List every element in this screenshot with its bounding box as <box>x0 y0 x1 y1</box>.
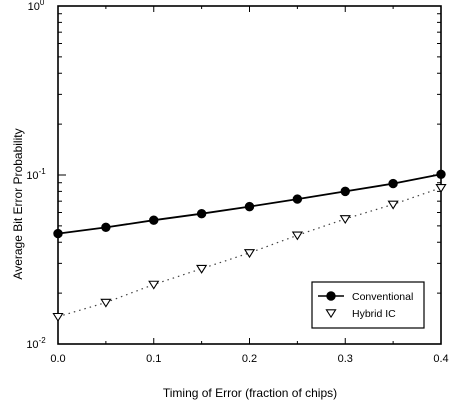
legend-label: Hybrid IC <box>352 308 396 320</box>
x-tick-label: 0.3 <box>338 353 353 365</box>
conventional-point <box>293 195 301 203</box>
conventional-point <box>102 223 110 231</box>
hybrid-ic-point <box>149 281 158 288</box>
hybrid-ic-point <box>293 232 302 239</box>
conventional-point <box>54 229 62 237</box>
x-axis-label: Timing of Error (fraction of chips) <box>163 386 337 400</box>
x-tick-label: 0.1 <box>146 353 161 365</box>
hybrid-ic-point <box>101 299 110 306</box>
legend: Conventional Hybrid IC <box>312 282 424 328</box>
series-conventional <box>54 170 445 238</box>
hybrid-ic-point <box>341 216 350 223</box>
conventional-point <box>341 187 349 195</box>
y-tick-label: 10-2 <box>26 336 46 351</box>
conventional-point <box>389 179 397 187</box>
x-tick-label: 0.0 <box>50 353 65 365</box>
x-tick-label: 0.4 <box>433 353 448 365</box>
hybrid-ic-point <box>436 185 445 192</box>
y-axis-label: Average Bit Error Probability <box>11 128 25 279</box>
hybrid-ic-point <box>389 201 398 208</box>
conventional-point <box>150 216 158 224</box>
conventional-point <box>197 210 205 218</box>
y-tick-label: 100 <box>28 0 45 13</box>
conventional-point <box>245 202 253 210</box>
y-tick-label: 10-1 <box>26 167 46 182</box>
hybrid-ic-point <box>53 314 62 321</box>
conventional-point <box>437 170 445 178</box>
legend-label: Conventional <box>352 291 413 303</box>
legend-marker <box>327 292 335 300</box>
x-tick-label: 0.2 <box>242 353 257 365</box>
hybrid-ic-point <box>197 265 206 272</box>
legend-box <box>312 282 424 328</box>
